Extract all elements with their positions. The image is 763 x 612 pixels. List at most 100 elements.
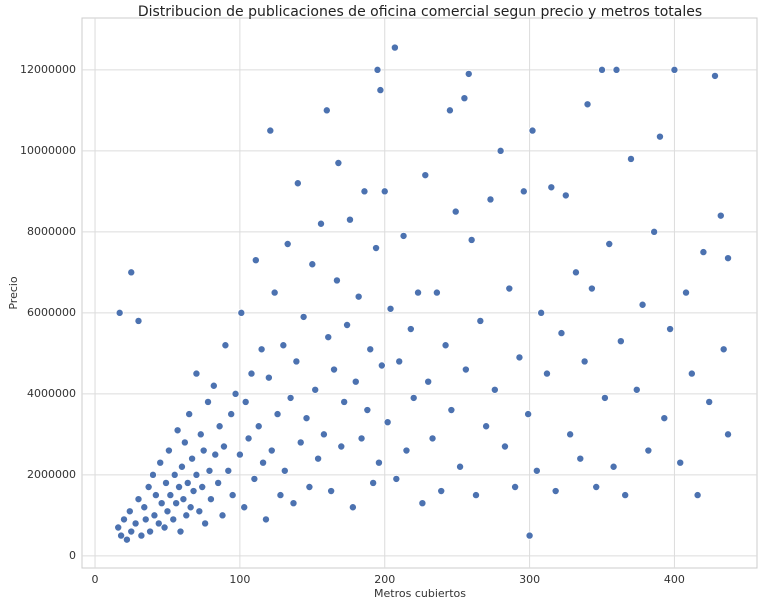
scatter-point: [117, 531, 126, 540]
scatter-point: [114, 523, 123, 532]
scatter-point: [354, 292, 363, 301]
y-tick-label: 12000000: [20, 63, 76, 76]
scatter-point: [525, 531, 534, 540]
scatter-point: [169, 515, 178, 524]
x-tick-label: 0: [92, 573, 99, 586]
scatter-point: [598, 65, 607, 74]
scatter-point: [305, 482, 314, 491]
scatter-point: [150, 511, 159, 520]
y-tick-label: 10000000: [20, 144, 76, 157]
scatter-point: [254, 422, 263, 431]
scatter-point: [163, 507, 172, 516]
scatter-point: [151, 491, 160, 500]
scatter-point: [482, 422, 491, 431]
y-tick-label: 0: [69, 549, 76, 562]
scatter-point: [571, 268, 580, 277]
scatter-point: [687, 369, 696, 378]
scatter-point: [204, 397, 213, 406]
scatter-point: [626, 154, 635, 163]
scatter-point: [188, 454, 197, 463]
scatter-point: [390, 43, 399, 52]
scatter-point: [395, 357, 404, 366]
scatter-point: [211, 450, 220, 459]
scatter-point: [402, 446, 411, 455]
scatter-point: [195, 507, 204, 516]
scatter-point: [156, 458, 165, 467]
scatter-point: [380, 187, 389, 196]
scatter-point: [250, 474, 259, 483]
scatter-point: [182, 511, 191, 520]
scatter-point: [432, 288, 441, 297]
scatter-point: [219, 442, 228, 451]
scatter-point: [279, 341, 288, 350]
scatter-point: [173, 426, 182, 435]
scatter-point: [131, 519, 140, 528]
scatter-point: [348, 503, 357, 512]
scatter-point: [280, 466, 289, 475]
scatter-point: [180, 438, 189, 447]
scatter-point: [655, 132, 664, 141]
scatter-point: [127, 268, 136, 277]
y-axis-label: Precio: [7, 276, 20, 310]
scatter-point: [471, 491, 480, 500]
scatter-point: [157, 499, 166, 508]
scatter-point: [257, 345, 266, 354]
scatter-point: [542, 369, 551, 378]
scatter-point: [176, 527, 185, 536]
scatter-point: [247, 369, 256, 378]
scatter-point: [273, 410, 282, 419]
scatter-point: [224, 466, 233, 475]
y-tick-label: 8000000: [27, 225, 76, 238]
scatter-point: [519, 187, 528, 196]
scatter-point: [251, 256, 260, 265]
scatter-point: [293, 179, 302, 188]
scatter-point: [345, 215, 354, 224]
scatter-point: [154, 519, 163, 528]
scatter-point: [374, 458, 383, 467]
scatter-point: [186, 503, 195, 512]
scatter-point: [292, 357, 301, 366]
scatter-point: [209, 381, 218, 390]
scatter-point: [587, 284, 596, 293]
scatter-point: [447, 406, 456, 415]
scatter-point: [547, 183, 556, 192]
scatter-point: [372, 244, 381, 253]
scatter-point: [515, 353, 524, 362]
scatter-point: [557, 329, 566, 338]
scatter-point: [428, 434, 437, 443]
scatter-point: [490, 385, 499, 394]
scatter-point: [317, 219, 326, 228]
scatter-point: [140, 503, 149, 512]
scatter-point: [337, 442, 346, 451]
scatter-point: [185, 410, 194, 419]
scatter-point: [148, 470, 157, 479]
scatter-point: [612, 65, 621, 74]
scatter-point: [366, 345, 375, 354]
scatter-point: [528, 126, 537, 135]
y-tick-label: 6000000: [27, 306, 76, 319]
scatter-point: [215, 422, 224, 431]
scatter-point: [441, 341, 450, 350]
scatter-point: [716, 211, 725, 220]
scatter-point: [231, 389, 240, 398]
scatter-point: [467, 235, 476, 244]
x-tick-label: 300: [519, 573, 540, 586]
scatter-point: [460, 94, 469, 103]
y-tick-label: 2000000: [27, 468, 76, 481]
scatter-point: [476, 316, 485, 325]
scatter-point: [206, 495, 215, 504]
scatter-point: [162, 478, 171, 487]
scatter-point: [724, 430, 733, 439]
scatter-point: [276, 491, 285, 500]
scatter-point: [299, 312, 308, 321]
scatter-point: [605, 239, 614, 248]
scatter-point: [319, 430, 328, 439]
scatter-point: [660, 414, 669, 423]
scatter-point: [166, 491, 175, 500]
scatter-point: [270, 288, 279, 297]
scatter-point: [221, 341, 230, 350]
scatter-point: [511, 482, 520, 491]
scatter-point: [532, 466, 541, 475]
scatter-point: [357, 434, 366, 443]
